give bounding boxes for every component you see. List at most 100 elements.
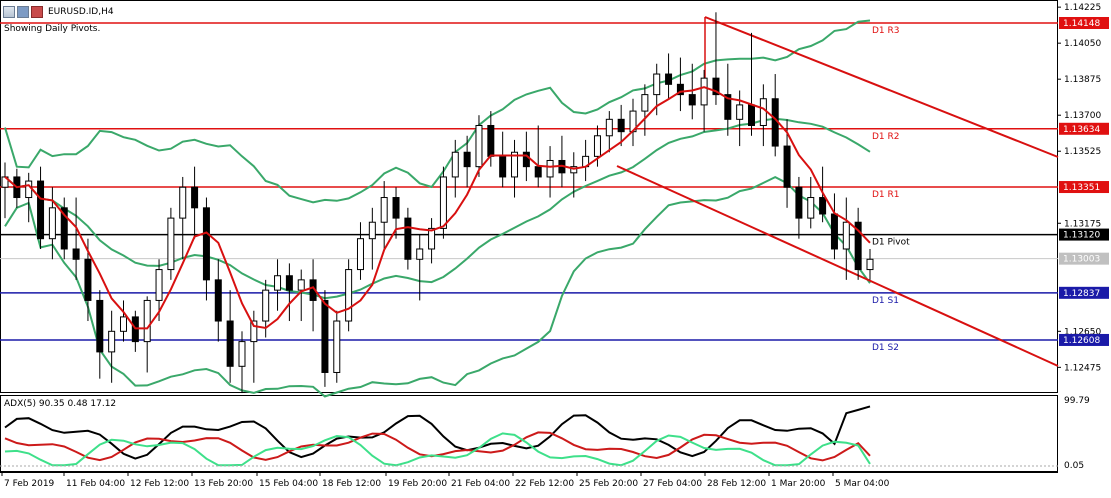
candle-bull	[570, 166, 578, 174]
price-label: 1.12475	[1064, 363, 1101, 373]
candle-bull	[593, 135, 601, 157]
candle-bull	[119, 316, 127, 332]
time-axis: 7 Feb 2019 11 Feb 04:00 12 Feb 12:00 13 Feb…	[1, 472, 890, 489]
candle-bull	[511, 151, 519, 178]
pivot-value-d1-r1: 1.13351	[1063, 183, 1100, 193]
candle-bull	[546, 159, 554, 178]
current-price-label: 1.13003	[1063, 255, 1100, 265]
price-axis: 1.14225 1.14050 1.13875 1.13700 1.13525 1.131…	[0, 3, 1109, 373]
candle-bear	[84, 258, 92, 301]
price-label: 1.13700	[1064, 111, 1101, 121]
candle-bear	[522, 151, 530, 168]
candle-bear	[534, 166, 542, 178]
candle-bull	[167, 217, 175, 271]
time-label: 15 Feb 04:00	[259, 479, 318, 489]
candle-bear	[191, 186, 199, 209]
candle-bear	[487, 124, 495, 157]
candle-bull	[25, 180, 33, 199]
indicator-label: ADX(5) 90.35 0.48 17.12	[4, 399, 117, 409]
time-label: 11 Feb 04:00	[66, 479, 125, 489]
indicator-scale: 99.79 0.05	[0, 396, 1090, 471]
candle-bear	[226, 320, 234, 367]
pivot-value-d1-s2: 1.12608	[1063, 336, 1100, 346]
candle-bear	[617, 118, 625, 133]
candle-bull	[475, 124, 483, 168]
candle-bull	[143, 299, 151, 343]
candle-bull	[807, 197, 815, 219]
candle-bull	[250, 320, 258, 343]
candle-bull	[345, 269, 353, 322]
color-icon[interactable]	[31, 6, 43, 18]
price-label: 1.13875	[1064, 75, 1101, 85]
candle-bull	[700, 77, 708, 106]
candle-bear	[688, 94, 696, 106]
channel-upper-line	[704, 16, 1059, 158]
candle-bear	[321, 299, 329, 373]
candle-bear	[37, 180, 45, 240]
candle-bull	[736, 104, 744, 120]
candle-bull	[333, 320, 341, 373]
candle-bear	[712, 77, 720, 96]
candle-bear	[665, 73, 673, 85]
time-label: 12 Feb 12:00	[130, 479, 189, 489]
candle-bull	[641, 94, 649, 112]
candle-bull	[238, 341, 246, 367]
bollinger-lower	[4, 175, 871, 398]
candle-bear	[392, 197, 400, 219]
candle-bear	[795, 186, 803, 219]
time-label: 28 Feb 12:00	[707, 479, 766, 489]
candle-bull	[428, 227, 436, 250]
candle-bull	[451, 151, 459, 178]
time-label: 7 Feb 2019	[4, 479, 55, 489]
bollinger-middle	[4, 117, 871, 300]
pivot-name-d1-s2: D1 S2	[872, 343, 899, 353]
candle-bear	[724, 94, 732, 120]
time-label: 5 Mar 04:00	[835, 479, 890, 489]
candle-bear	[783, 145, 791, 188]
chart-window-icon[interactable]	[3, 6, 15, 18]
channel-lower-line	[616, 165, 1059, 367]
pivot-value-box	[1059, 16, 1109, 29]
candle-bull	[297, 279, 305, 291]
candle-bear	[830, 213, 838, 250]
pivot-lines: D1 R3 1.14148 D1 R2 1.13634 D1 R1 1.13351 D1 P…	[0, 16, 1109, 353]
candle-bear	[96, 299, 104, 353]
candle-bull	[262, 289, 270, 322]
candle-bear	[748, 104, 756, 126]
candle-bear	[819, 197, 827, 215]
candle-bear	[202, 207, 210, 281]
candle-bull	[356, 238, 364, 271]
symbol-timeframe: EURUSD.ID,H4	[48, 7, 114, 17]
candle-bull	[108, 330, 116, 353]
pivot-name-d1-r2: D1 R2	[872, 132, 900, 142]
candle-bull	[48, 207, 56, 240]
candle-bear	[499, 155, 507, 178]
pivot-value-d1-s1: 1.12837	[1063, 289, 1100, 299]
chart-header: EURUSD.ID,H4	[3, 3, 114, 21]
candle-bull	[274, 275, 282, 291]
time-label: 13 Feb 20:00	[194, 479, 253, 489]
price-label: 1.14225	[1064, 3, 1101, 13]
bars-icon[interactable]	[17, 6, 29, 18]
time-label: 1 Mar 20:00	[771, 479, 826, 489]
pivot-value-d1-r3: 1.14148	[1063, 19, 1100, 29]
candle-bull	[866, 258, 874, 271]
candle-bull	[416, 248, 424, 260]
time-label: 21 Feb 04:00	[451, 479, 510, 489]
candle-bear	[463, 151, 471, 168]
candle-bull	[380, 197, 388, 223]
candle-bear	[214, 279, 222, 322]
adx-indicator	[4, 405, 871, 467]
minus-di-line	[4, 432, 871, 467]
indicator-scale-bottom: 0.05	[1064, 461, 1084, 471]
pivot-name-d1-r3: D1 R3	[872, 26, 900, 36]
candle-bull	[368, 221, 376, 240]
trend-channel	[616, 16, 1059, 367]
pivot-value-d1-r2: 1.13634	[1063, 125, 1100, 135]
candle-bull	[759, 98, 767, 126]
bollinger-upper	[4, 19, 871, 204]
candle-bull	[605, 118, 613, 137]
pivot-value-box	[1059, 286, 1109, 299]
